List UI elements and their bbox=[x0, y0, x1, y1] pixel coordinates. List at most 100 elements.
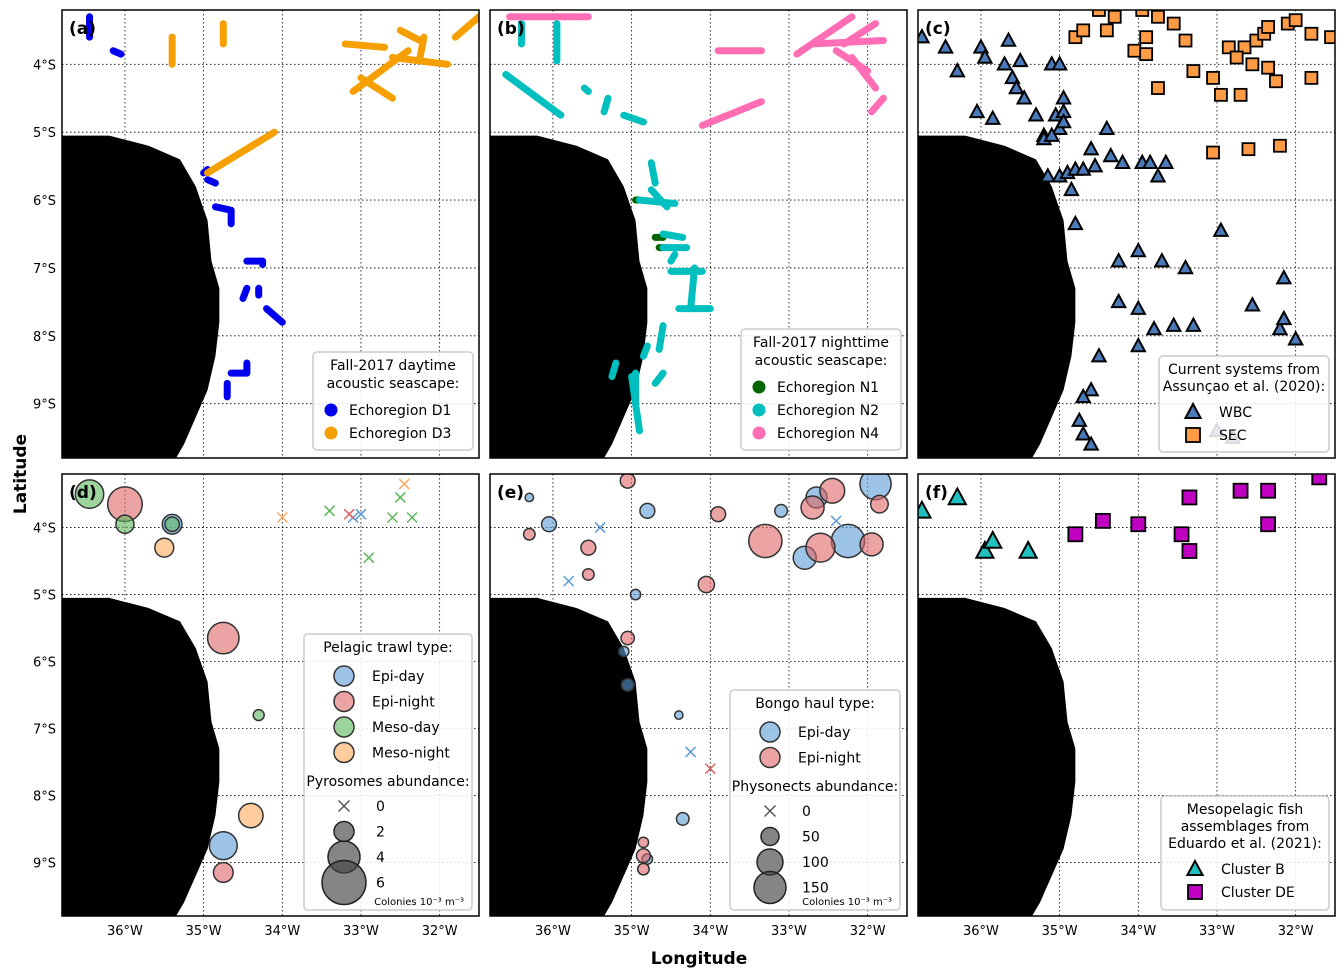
legend-frame bbox=[312, 351, 474, 451]
bubble-marker bbox=[620, 677, 635, 693]
point-marker bbox=[1273, 138, 1287, 153]
point-marker bbox=[1098, 119, 1116, 136]
x-tick-label: 34°W bbox=[692, 924, 728, 939]
point-marker bbox=[1090, 347, 1108, 363]
series-sec bbox=[1068, 10, 1335, 160]
legend-frame bbox=[1160, 795, 1330, 911]
size-legend-unit: Colonies 10⁻³ m⁻³ bbox=[802, 897, 892, 908]
point-marker bbox=[1145, 319, 1163, 336]
legend-swatch bbox=[333, 716, 355, 738]
legend: Fall-2017 nighttime acoustic seascape: Ech… bbox=[740, 328, 902, 451]
point-marker bbox=[1165, 316, 1183, 332]
y-tick-label: 4°S bbox=[33, 58, 56, 73]
point-marker bbox=[1011, 51, 1029, 68]
panel-label: (b) bbox=[497, 19, 525, 39]
y-tick-label: 8°S bbox=[33, 789, 56, 804]
bubble-marker bbox=[800, 495, 825, 520]
point-marker bbox=[949, 61, 966, 78]
legend: Fall-2017 daytime acoustic seascape: Echor… bbox=[312, 351, 474, 451]
point-marker bbox=[1110, 292, 1127, 309]
panel-label: (d) bbox=[69, 483, 97, 503]
point-marker bbox=[1149, 167, 1167, 183]
plot-area bbox=[490, 474, 907, 916]
point-marker bbox=[1166, 16, 1181, 31]
coastline-land bbox=[490, 135, 648, 458]
size-legend-marker bbox=[760, 826, 780, 847]
size-legend-label: 150 bbox=[802, 881, 829, 897]
zero-marker bbox=[323, 505, 336, 517]
size-legend-label: 50 bbox=[802, 830, 820, 846]
track-segment bbox=[227, 359, 251, 377]
point-marker bbox=[1051, 55, 1068, 71]
size-legend-label: 0 bbox=[376, 799, 385, 815]
legend-entry-label: Echoregion N1 bbox=[777, 380, 879, 396]
legend-swatch bbox=[752, 403, 766, 417]
x-tick-label: 36°W bbox=[535, 924, 571, 939]
point-marker bbox=[1151, 10, 1165, 24]
y-tick-label: 9°S bbox=[33, 398, 56, 413]
point-marker bbox=[1110, 252, 1127, 268]
bubble-marker bbox=[164, 516, 181, 533]
y-tick-label: 7°S bbox=[33, 262, 56, 277]
track-segment bbox=[655, 322, 667, 353]
point-marker bbox=[1114, 153, 1131, 169]
legend-title: Mesopelagic fish bbox=[1187, 802, 1303, 818]
bubble-marker bbox=[581, 567, 595, 581]
legend-entry-label: Epi-night bbox=[372, 695, 435, 711]
point-marker bbox=[1181, 543, 1198, 559]
legend-entry-label: Epi-night bbox=[798, 751, 861, 767]
plot-area bbox=[918, 474, 1335, 916]
legend-title: Current systems from bbox=[1168, 362, 1320, 378]
plot-area bbox=[918, 10, 1335, 458]
y-tick-label: 8°S bbox=[33, 330, 56, 345]
track-segment bbox=[204, 176, 219, 187]
y-tick-label: 4°S bbox=[33, 522, 56, 537]
zero-marker bbox=[363, 552, 375, 564]
y-tick-label: 5°S bbox=[33, 589, 56, 604]
legend-title: Fall-2017 daytime bbox=[330, 358, 456, 374]
bubble-marker bbox=[617, 645, 630, 658]
legend-entry-label: Echoregion D1 bbox=[349, 403, 451, 419]
legend-swatch bbox=[324, 426, 338, 440]
legend-frame bbox=[729, 689, 901, 911]
point-marker bbox=[1151, 81, 1165, 95]
size-legend-label: 0 bbox=[802, 804, 811, 820]
size-legend-label: 4 bbox=[376, 850, 385, 866]
panel-frame bbox=[917, 473, 1336, 917]
point-marker bbox=[1074, 160, 1092, 176]
point-marker bbox=[1206, 145, 1220, 160]
point-marker bbox=[1000, 31, 1017, 47]
bubble-marker bbox=[74, 479, 105, 510]
point-marker bbox=[1261, 20, 1276, 34]
legend-swatch bbox=[333, 741, 355, 764]
panel-label: (f) bbox=[925, 483, 948, 503]
bubble-marker bbox=[697, 575, 716, 594]
point-marker bbox=[1271, 319, 1289, 336]
legend-swatch bbox=[759, 721, 781, 743]
bubble-marker bbox=[208, 831, 238, 861]
zero-marker bbox=[394, 491, 406, 503]
point-marker bbox=[1067, 214, 1084, 231]
point-marker bbox=[1304, 26, 1319, 41]
zero-marker bbox=[386, 511, 398, 524]
bubble-marker bbox=[774, 503, 789, 518]
point-marker bbox=[1185, 316, 1202, 332]
series-echoregion-n4 bbox=[506, 13, 887, 129]
point-marker bbox=[1139, 30, 1154, 45]
track-segment bbox=[793, 13, 856, 58]
panel-grid: (a) 4°S 5°S 6°S 7°S 8°S 9°S Fall-2017 daytime ac… bbox=[33, 9, 1336, 939]
track-segment bbox=[349, 47, 412, 95]
size-legend-unit: Colonies 10⁻³ m⁻³ bbox=[374, 897, 464, 908]
legend-title: Bongo haul type: bbox=[755, 696, 875, 712]
track-segment bbox=[396, 26, 424, 45]
bubble-marker bbox=[859, 532, 884, 557]
panel-frame bbox=[489, 9, 908, 459]
point-marker bbox=[1173, 526, 1190, 543]
track-segment bbox=[243, 257, 267, 269]
point-marker bbox=[1153, 252, 1171, 268]
bubble-marker bbox=[637, 836, 650, 849]
point-marker bbox=[1082, 435, 1100, 451]
bubble-marker bbox=[206, 621, 240, 655]
size-legend-marker bbox=[337, 799, 351, 813]
legend-swatch bbox=[324, 403, 338, 417]
